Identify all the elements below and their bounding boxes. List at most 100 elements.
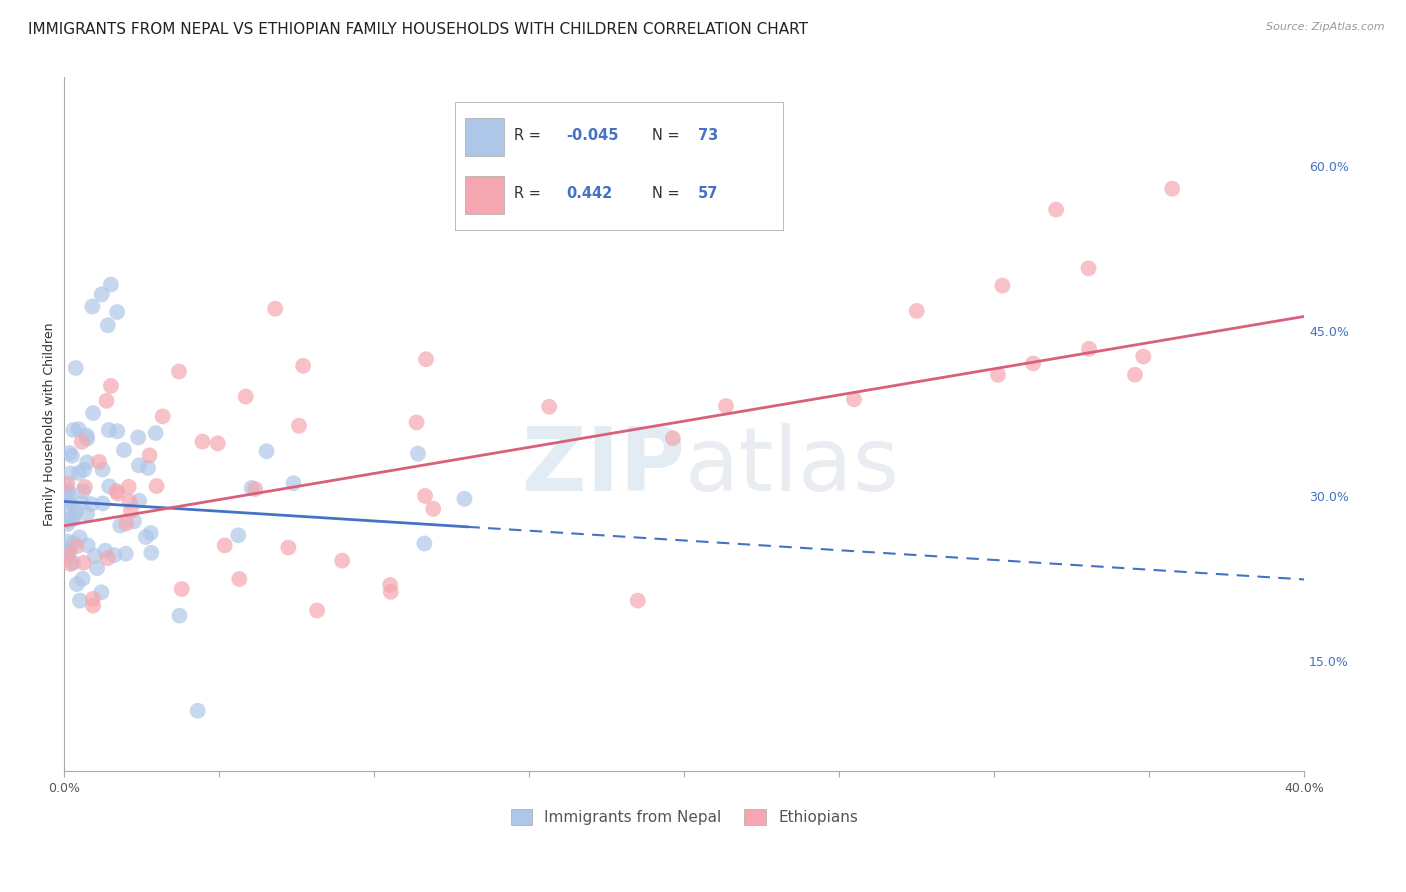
- Point: [538, 400, 561, 414]
- Point: [627, 593, 650, 607]
- Point: [122, 514, 145, 528]
- Point: [62, 508, 84, 523]
- Point: [1045, 202, 1067, 217]
- Point: [59, 467, 82, 481]
- Point: [167, 365, 190, 379]
- Point: [152, 409, 174, 424]
- Point: [1161, 182, 1184, 196]
- Point: [76, 428, 98, 442]
- Point: [105, 305, 128, 319]
- Point: [107, 486, 129, 500]
- Point: [118, 480, 141, 494]
- Point: [105, 424, 128, 438]
- Point: [100, 277, 122, 292]
- Point: [127, 430, 149, 444]
- Point: [82, 599, 104, 613]
- Point: [67, 422, 90, 436]
- Point: [1077, 261, 1099, 276]
- Point: [991, 278, 1014, 293]
- Point: [1123, 368, 1146, 382]
- Text: Source: ZipAtlas.com: Source: ZipAtlas.com: [1267, 22, 1385, 32]
- Point: [1132, 350, 1154, 364]
- Point: [76, 538, 98, 552]
- Text: IMMIGRANTS FROM NEPAL VS ETHIOPIAN FAMILY HOUSEHOLDS WITH CHILDREN CORRELATION C: IMMIGRANTS FROM NEPAL VS ETHIOPIAN FAMIL…: [28, 22, 808, 37]
- Point: [277, 541, 299, 555]
- Point: [58, 544, 80, 558]
- Point: [72, 556, 94, 570]
- Point: [58, 446, 80, 460]
- Point: [1078, 342, 1101, 356]
- Point: [56, 516, 79, 531]
- Point: [96, 393, 118, 408]
- Point: [115, 516, 138, 531]
- Point: [58, 503, 80, 517]
- Point: [97, 318, 120, 333]
- Point: [128, 458, 150, 473]
- Point: [145, 479, 167, 493]
- Point: [103, 548, 125, 562]
- Point: [59, 541, 82, 556]
- Point: [59, 557, 82, 571]
- Point: [110, 518, 132, 533]
- Point: [72, 572, 94, 586]
- Point: [406, 447, 429, 461]
- Point: [288, 418, 311, 433]
- Point: [112, 443, 135, 458]
- Point: [987, 368, 1010, 382]
- Point: [90, 287, 112, 301]
- Point: [67, 466, 90, 480]
- Point: [72, 484, 94, 499]
- Point: [65, 504, 87, 518]
- Point: [413, 536, 436, 550]
- Point: [80, 497, 103, 511]
- Point: [413, 489, 436, 503]
- Point: [114, 547, 136, 561]
- Point: [69, 593, 91, 607]
- Point: [415, 352, 437, 367]
- Point: [118, 494, 141, 508]
- Point: [330, 553, 353, 567]
- Point: [94, 543, 117, 558]
- Point: [139, 526, 162, 541]
- Point: [714, 399, 737, 413]
- Point: [56, 483, 79, 497]
- Point: [380, 578, 402, 592]
- Point: [662, 431, 685, 445]
- Point: [56, 514, 79, 528]
- Point: [98, 479, 121, 493]
- Point: [305, 603, 328, 617]
- Point: [70, 434, 93, 449]
- Point: [56, 534, 79, 549]
- Point: [228, 572, 250, 586]
- Point: [56, 476, 79, 491]
- Point: [97, 423, 120, 437]
- Point: [90, 585, 112, 599]
- Point: [380, 585, 402, 599]
- Point: [138, 448, 160, 462]
- Point: [58, 491, 80, 505]
- Point: [82, 406, 104, 420]
- Point: [120, 504, 142, 518]
- Point: [100, 379, 122, 393]
- Point: [187, 704, 209, 718]
- Point: [245, 482, 267, 496]
- Point: [87, 455, 110, 469]
- Point: [170, 582, 193, 596]
- Text: ZIP: ZIP: [522, 423, 685, 509]
- Point: [66, 577, 89, 591]
- Point: [62, 423, 84, 437]
- Legend: Immigrants from Nepal, Ethiopians: Immigrants from Nepal, Ethiopians: [503, 802, 866, 833]
- Point: [240, 481, 263, 495]
- Point: [128, 493, 150, 508]
- Point: [56, 548, 79, 562]
- Y-axis label: Family Households with Children: Family Households with Children: [44, 323, 56, 526]
- Point: [264, 301, 287, 316]
- Point: [86, 561, 108, 575]
- Point: [91, 496, 114, 510]
- Point: [453, 491, 475, 506]
- Point: [58, 551, 80, 566]
- Point: [62, 512, 84, 526]
- Point: [226, 528, 249, 542]
- Point: [76, 432, 98, 446]
- Point: [65, 540, 87, 554]
